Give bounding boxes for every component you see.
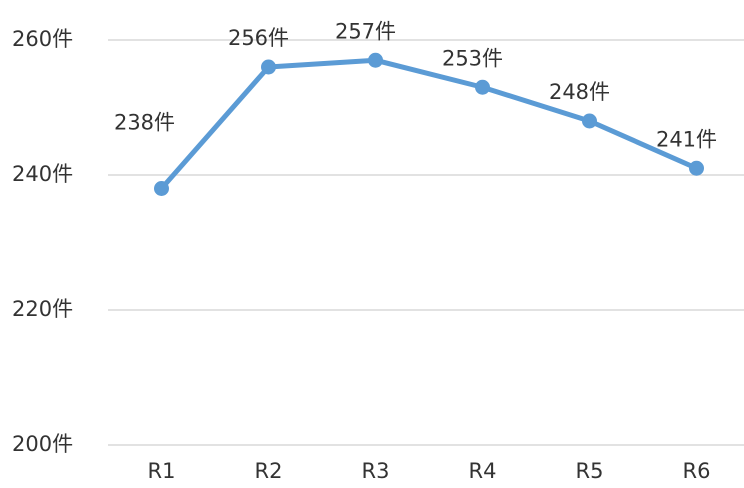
line — [159, 57, 698, 191]
point — [582, 113, 597, 129]
data-label: 238件 — [114, 111, 175, 135]
x-tick-label: R5 — [576, 459, 604, 483]
data-label: 241件 — [656, 127, 717, 151]
point — [154, 181, 169, 196]
data-label: 257件 — [335, 19, 396, 43]
y-tick-label: 240件 — [12, 162, 73, 186]
point — [261, 59, 276, 75]
data-label: 256件 — [228, 26, 289, 50]
x-tick-label: R2 — [255, 459, 283, 483]
y-tick-label: 200件 — [12, 432, 73, 456]
y-tick-label: 220件 — [12, 297, 73, 321]
point — [689, 160, 704, 176]
x-tick-label: R1 — [148, 459, 176, 483]
x-tick-label: R4 — [469, 459, 497, 483]
point — [368, 52, 383, 68]
data-label: 248件 — [549, 80, 610, 104]
x-tick-label: R3 — [362, 459, 390, 483]
y-tick-label: 260件 — [12, 27, 73, 51]
data-label: 253件 — [442, 46, 503, 70]
point — [475, 79, 490, 95]
x-tick-label: R6 — [683, 459, 711, 483]
